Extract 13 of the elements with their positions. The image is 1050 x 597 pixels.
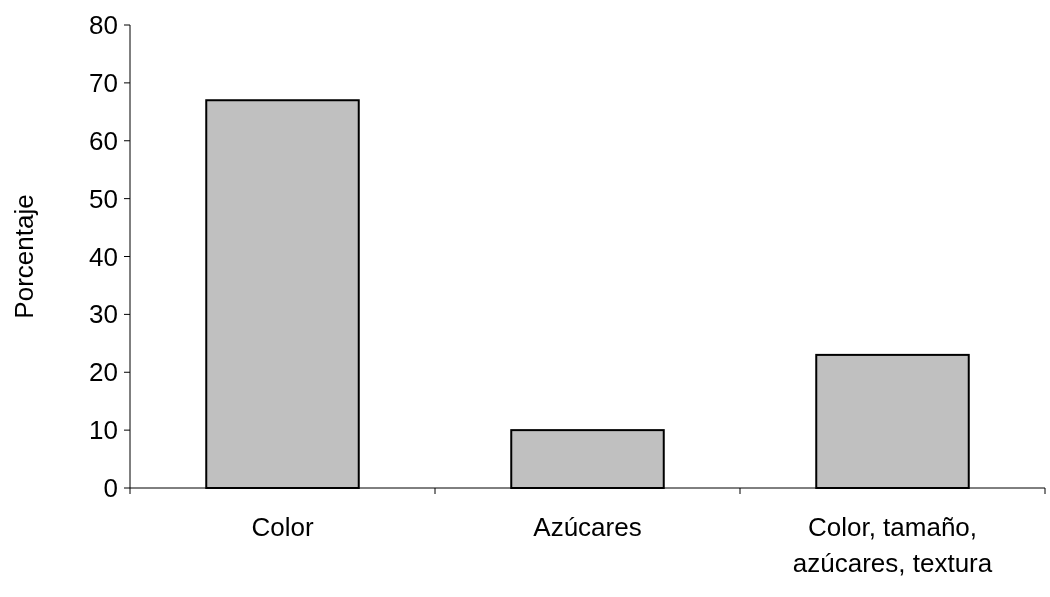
x-tick-label: Color, tamaño, azúcares, textura xyxy=(792,512,993,578)
y-tick-label: 20 xyxy=(89,357,118,388)
y-tick-label: 40 xyxy=(89,241,118,272)
y-axis-title: Porcentaje xyxy=(9,194,39,319)
y-tick-label: 10 xyxy=(89,415,118,446)
y-tick-label: 80 xyxy=(89,10,118,41)
y-tick-label: 30 xyxy=(89,299,118,330)
y-tick-label: 0 xyxy=(103,473,118,504)
y-tick-label: 70 xyxy=(89,67,118,98)
x-tick-label: Color xyxy=(251,512,314,542)
y-tick-label: 60 xyxy=(89,125,118,156)
x-tick-label: Azúcares xyxy=(533,512,642,542)
y-tick-label: 50 xyxy=(89,183,118,214)
